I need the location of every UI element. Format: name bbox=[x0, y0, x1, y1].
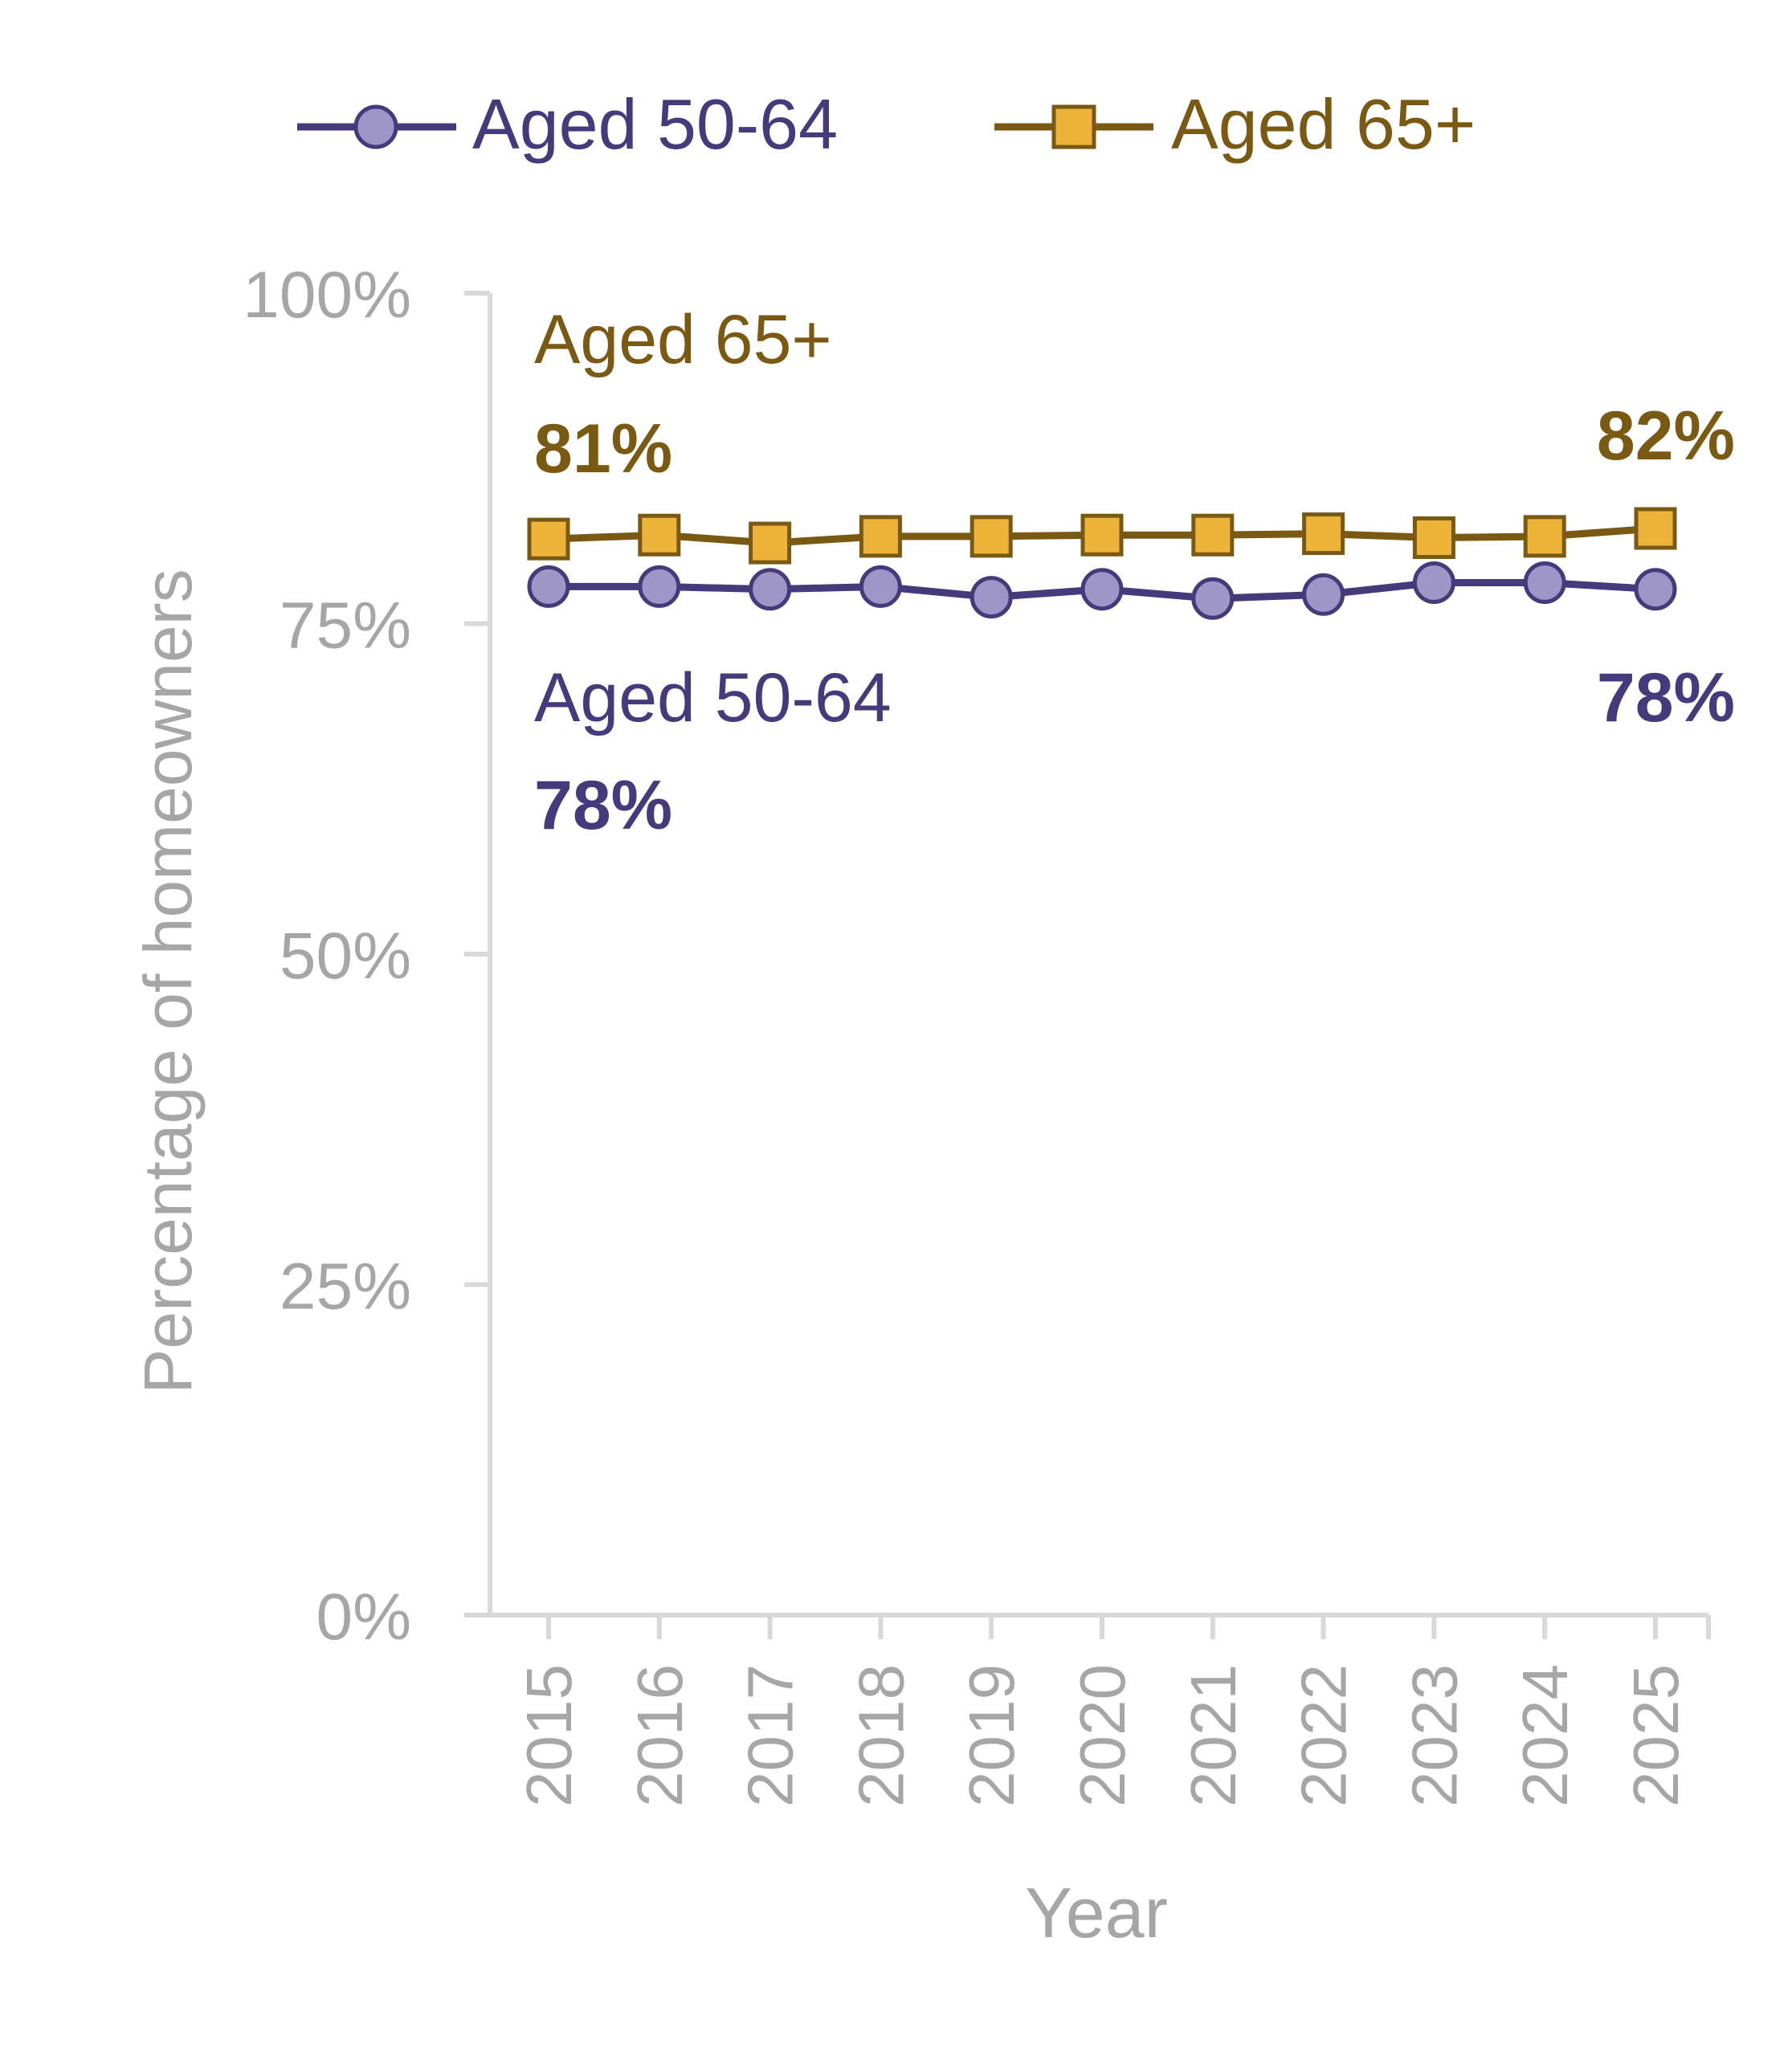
data-point-circle bbox=[1634, 568, 1677, 611]
data-point-circle bbox=[1302, 573, 1345, 616]
annotation-aged-65-plus-end-value: 82% bbox=[1597, 398, 1735, 475]
x-tick-label: 2016 bbox=[624, 1664, 696, 1807]
x-tick-label: 2017 bbox=[735, 1664, 806, 1807]
legend-marker-circle-icon bbox=[353, 104, 398, 149]
annotation-aged-50-64-label: Aged 50-64 bbox=[534, 659, 892, 736]
data-point-circle bbox=[749, 568, 792, 611]
y-axis-label: Percentage of homeowners bbox=[130, 569, 206, 1393]
data-point-circle bbox=[859, 565, 902, 608]
y-tick-label: 50% bbox=[280, 920, 411, 993]
data-point-circle bbox=[1191, 577, 1235, 620]
x-axis-label: Year bbox=[1025, 1873, 1168, 1952]
y-tick-label: 100% bbox=[243, 259, 411, 332]
legend-marker-square-icon bbox=[1051, 104, 1096, 149]
data-point-square bbox=[969, 515, 1013, 558]
data-point-square bbox=[1191, 513, 1235, 557]
data-point-square bbox=[638, 513, 681, 557]
x-tick-label: 2024 bbox=[1509, 1664, 1581, 1807]
data-point-square bbox=[1080, 513, 1124, 557]
x-tick-label: 2020 bbox=[1067, 1664, 1138, 1807]
annotation-aged-65-plus-start-value: 81% bbox=[534, 410, 672, 487]
x-tick-label: 2018 bbox=[845, 1664, 916, 1807]
legend-item-aged-65-plus: Aged 65+ bbox=[994, 84, 1476, 164]
legend-item-aged-50-64: Aged 50-64 bbox=[297, 84, 838, 164]
x-tick-label: 2022 bbox=[1288, 1664, 1360, 1807]
x-tick-label: 2023 bbox=[1398, 1664, 1470, 1807]
data-point-square bbox=[749, 521, 792, 565]
annotation-aged-65-plus-label: Aged 65+ bbox=[534, 301, 832, 378]
data-point-circle bbox=[1080, 568, 1124, 611]
data-point-square bbox=[1634, 507, 1677, 550]
y-tick-label: 25% bbox=[280, 1250, 411, 1324]
y-tick-label: 75% bbox=[280, 589, 411, 663]
series-layer bbox=[527, 507, 1677, 620]
data-point-circle bbox=[969, 576, 1013, 619]
x-tick-label: 2019 bbox=[956, 1664, 1027, 1807]
annotation-aged-50-64-start-value: 78% bbox=[534, 767, 672, 844]
y-axis-ticks: 0% 25% 50% 75% 100% bbox=[243, 259, 490, 1654]
data-point-circle bbox=[527, 565, 570, 608]
y-tick-label: 0% bbox=[316, 1581, 411, 1654]
data-point-circle bbox=[638, 565, 681, 608]
legend: Aged 50-64 Aged 65+ bbox=[297, 84, 1476, 164]
legend-label-aged-50-64: Aged 50-64 bbox=[472, 84, 838, 164]
x-tick-label: 2021 bbox=[1178, 1664, 1249, 1807]
annotations: Aged 65+ 81% 82% Aged 50-64 78% 78% bbox=[534, 301, 1735, 844]
data-point-square bbox=[527, 517, 570, 561]
data-point-square bbox=[1412, 516, 1455, 560]
x-tick-label: 2015 bbox=[513, 1664, 585, 1807]
data-point-square bbox=[1302, 512, 1345, 556]
x-tick-label: 2025 bbox=[1620, 1664, 1692, 1807]
legend-label-aged-65-plus: Aged 65+ bbox=[1171, 84, 1476, 164]
data-point-square bbox=[859, 515, 902, 558]
data-point-square bbox=[1523, 515, 1566, 558]
x-axis-ticks: 2015 2016 2017 2018 2019 2020 2021 2022 2023 2024… bbox=[513, 1615, 1711, 1807]
annotation-aged-50-64-end-value: 78% bbox=[1597, 659, 1735, 736]
data-point-circle bbox=[1412, 561, 1455, 604]
data-point-circle bbox=[1523, 561, 1566, 604]
